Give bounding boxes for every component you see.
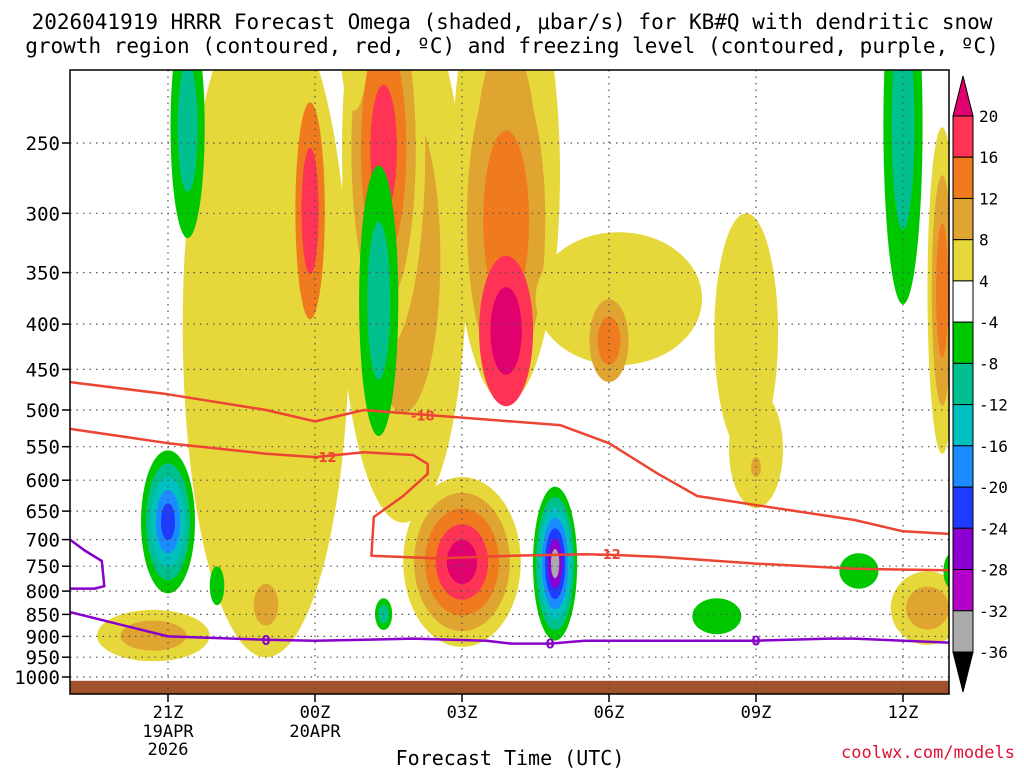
omega-cell-26-green xyxy=(692,598,742,635)
omega-cell-21-darkblue xyxy=(161,503,175,541)
y-tick-label-900: 900 xyxy=(26,626,60,648)
y-tick-label-550: 550 xyxy=(26,437,60,459)
contour-label-0: 0 xyxy=(751,635,760,650)
colorbar-legend: 20 16 12 8 4 -4 -8 -12 -16 -20 -24 -28 -32 -36 xyxy=(952,75,1008,693)
colorbar-segment-10 xyxy=(952,527,974,570)
ground-bar xyxy=(70,680,949,694)
colorbar-label--8: -8 xyxy=(979,354,998,373)
omega-cell-9-orange xyxy=(597,316,621,365)
ground-surface xyxy=(70,680,949,694)
colorbar-label--36: -36 xyxy=(979,643,1008,662)
colorbar-segment-7 xyxy=(952,404,974,447)
y-tick-label-850: 850 xyxy=(26,604,60,626)
colorbar-segment-3 xyxy=(952,239,974,282)
colorbar-bottom-arrow xyxy=(952,651,974,693)
omega-cell-29-teal xyxy=(378,604,389,624)
contour-label--12: -12 xyxy=(313,451,337,466)
x-tick-label-09Z-0: 09Z xyxy=(741,703,772,723)
y-tick-label-350: 350 xyxy=(26,263,60,285)
x-tick-label-06Z-0: 06Z xyxy=(594,703,625,723)
y-tick-label-300: 300 xyxy=(26,203,60,225)
colorbar-segment-0 xyxy=(952,115,974,158)
omega-cell-17-gold xyxy=(906,586,949,630)
y-tick-label-800: 800 xyxy=(26,581,60,603)
omega-cell-18-orange xyxy=(936,223,949,358)
colorbar-label--16: -16 xyxy=(979,437,1008,456)
y-tick-label-500: 500 xyxy=(26,400,60,422)
colorbar-label-12: 12 xyxy=(979,190,998,209)
colorbar-segment-11 xyxy=(952,569,974,612)
x-tick-label-21Z-0: 21Z xyxy=(153,703,184,723)
omega-cell-30-green xyxy=(209,566,225,606)
contour--18 xyxy=(70,380,949,536)
contour-label-0: 0 xyxy=(546,638,555,653)
y-tick-label-400: 400 xyxy=(26,314,60,336)
y-tick-label-650: 650 xyxy=(26,501,60,523)
contour-label--18: -18 xyxy=(411,409,435,424)
omega-cell-24-teal xyxy=(177,70,198,192)
colorbar-segment-12 xyxy=(952,610,974,653)
colorbar-label-16: 16 xyxy=(979,148,998,167)
colorbar-segment-1 xyxy=(952,156,974,199)
y-tick-label-750: 750 xyxy=(26,556,60,578)
omega-cell-20-yellow xyxy=(341,70,367,111)
colorbar-segment-5 xyxy=(952,321,974,364)
x-tick-label-03Z-0: 03Z xyxy=(447,703,478,723)
omega-cell-22-gray xyxy=(550,549,560,579)
grid-lines xyxy=(70,70,949,694)
omega-shading xyxy=(97,70,949,662)
y-tick-label-1000: 1000 xyxy=(14,667,60,689)
colorbar-segment-8 xyxy=(952,445,974,488)
chart-title-line2: growth region (contoured, red, ºC) and f… xyxy=(25,34,999,58)
omega-cell-13-magenta xyxy=(446,540,478,584)
contour--12 xyxy=(70,427,949,572)
x-tick-label-00Z-1: 20APR xyxy=(289,722,341,742)
contour-label-0: 0 xyxy=(261,634,270,649)
colorbar-segment-6 xyxy=(952,362,974,406)
omega-cell-8-yellow xyxy=(535,232,703,366)
x-axis-label: Forecast Time (UTC) xyxy=(396,746,625,768)
omega-cell-6-magenta xyxy=(490,287,522,375)
omega-cell-11-yellow xyxy=(729,390,783,509)
colorbar-label--20: -20 xyxy=(979,478,1008,497)
y-tick-label-700: 700 xyxy=(26,530,60,552)
credit-link[interactable]: coolwx.com/models xyxy=(841,743,1015,763)
x-tick-label-21Z-1: 19APR xyxy=(142,722,194,742)
colorbar-label-4: 4 xyxy=(979,272,989,291)
omega-cell-14-yellow xyxy=(241,516,291,619)
contour-lines: -18 -12 -12 0 0 0 xyxy=(70,380,949,653)
y-tick-label-950: 950 xyxy=(26,647,60,669)
x-tick-label-00Z-0: 00Z xyxy=(300,703,331,723)
colorbar-label--32: -32 xyxy=(979,602,1008,621)
omega-cell-3-red xyxy=(301,147,319,274)
colorbar-label--28: -28 xyxy=(979,561,1008,580)
colorbar-label--12: -12 xyxy=(979,396,1008,415)
y-tick-label-450: 450 xyxy=(26,359,60,381)
contour-0 xyxy=(70,610,949,645)
contour-label--12: -12 xyxy=(597,548,621,563)
y-axis-ticks: 2503003504004505005506006507007508008509… xyxy=(14,133,70,689)
y-tick-label-250: 250 xyxy=(26,133,60,155)
colorbar-segment-9 xyxy=(952,486,974,529)
contour-0b xyxy=(70,538,106,590)
omega-cell-25-teal xyxy=(891,70,915,230)
colorbar-label-8: 8 xyxy=(979,231,989,250)
colorbar-label--4: -4 xyxy=(979,313,998,332)
chart-title-line1: 2026041919 HRRR Forecast Omega (shaded, … xyxy=(32,10,993,34)
colorbar-segment-2 xyxy=(952,198,974,241)
colorbar-segment-4 xyxy=(952,280,974,323)
colorbar-label--24: -24 xyxy=(979,519,1008,538)
x-tick-label-12Z-0: 12Z xyxy=(888,703,919,723)
omega-cell-27-green xyxy=(839,553,879,589)
x-tick-label-21Z-2: 2026 xyxy=(148,740,189,760)
omega-cell-23-teal xyxy=(367,221,391,380)
omega-cell-15-gold xyxy=(253,583,279,626)
y-tick-label-600: 600 xyxy=(26,470,60,492)
colorbar-label-20: 20 xyxy=(979,107,998,126)
plot-frame xyxy=(69,69,950,695)
